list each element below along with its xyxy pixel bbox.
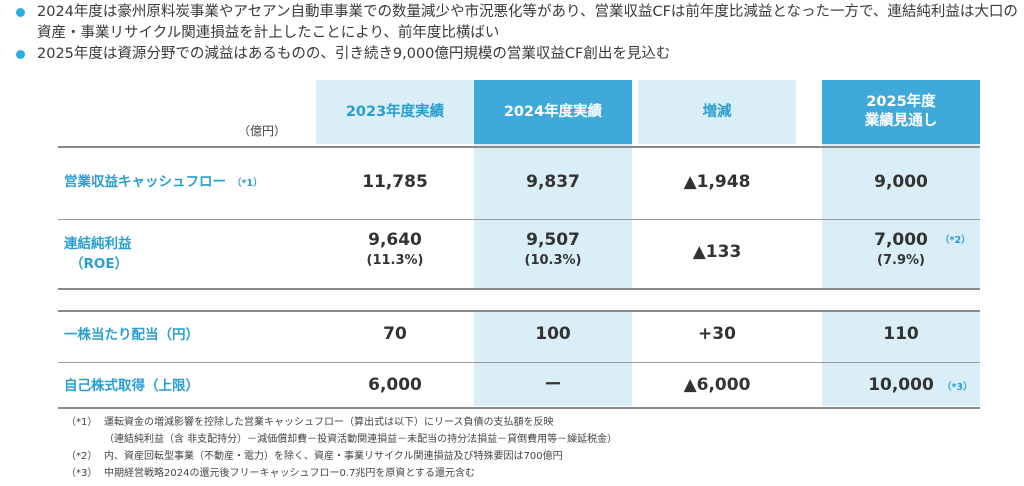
section-gap bbox=[58, 290, 980, 310]
cell-fy2024-dividend: 100 bbox=[535, 324, 571, 344]
note-ref-3: （*3） bbox=[942, 382, 973, 393]
cell-fy2024-operating-cf: 9,837 bbox=[526, 172, 580, 192]
cell-change-net-income: ▲133 bbox=[692, 242, 742, 262]
change-header-bg bbox=[638, 80, 796, 144]
cell-fy2024-buyback: ー bbox=[544, 375, 562, 395]
rule-section2 bbox=[58, 310, 980, 312]
footnote-2: （*2） 内、資産回転型事業（不動産・電力）を除く、資産・事業リサイクル関連損益及… bbox=[66, 451, 563, 462]
footnotes: （*1） 運転資金の増減影響を控除した営業キャッシュフロー（算出式は以下）にリース… bbox=[66, 414, 617, 482]
cell-change-dividend: +30 bbox=[698, 324, 736, 344]
cell-fy2023-dividend: 70 bbox=[383, 324, 407, 344]
cell-fy2025-dividend: 110 bbox=[883, 324, 919, 344]
cell-change-buyback: ▲6,000 bbox=[683, 375, 751, 395]
bullet-dot-icon bbox=[16, 50, 25, 59]
cell-change-operating-cf: ▲1,948 bbox=[683, 172, 751, 192]
header-fy2025-line2: 業績見通し bbox=[864, 113, 938, 129]
bullet-text: 2024年度は豪州原料炭事業やアセアン自動車事業での数量減少や市況悪化等があり、… bbox=[37, 4, 1018, 41]
header-change: 増減 bbox=[702, 103, 732, 120]
rule-bottom bbox=[58, 407, 980, 409]
row-label-buyback: 自己株式取得（上限） bbox=[64, 378, 199, 394]
bullet-item: 2025年度は資源分野での減益はあるものの、引き続き9,000億円規模の営業収益… bbox=[8, 44, 1018, 65]
footnote-3: （*3） 中期経営戦略2024の還元後フリーキャッシュフロー0.7兆円を原資とする… bbox=[66, 468, 476, 479]
cell-fy2025-net-income: 7,000 (7.9%) （*2） bbox=[874, 230, 971, 268]
bullet-item: 2024年度は豪州原料炭事業やアセアン自動車事業での数量減少や市況悪化等があり、… bbox=[8, 2, 1018, 44]
header-fy2025-line1: 2025年度 bbox=[866, 94, 936, 110]
cell-fy2023-buyback: 6,000 bbox=[368, 375, 422, 395]
fy2024-header-bg bbox=[474, 80, 632, 144]
row-label-operating-cf: 営業収益キャッシュフロー （*1） bbox=[64, 174, 263, 190]
unit-label: （億円） bbox=[238, 124, 287, 138]
fy2025-header-bg bbox=[822, 80, 980, 144]
footnote-1-formula: （連結純利益（含 非支配持分）－減価償却費－投資活動関連損益－未配当の持分法損益… bbox=[104, 434, 618, 445]
row-label-dividend: 一株当たり配当（円） bbox=[64, 327, 199, 343]
rule-top bbox=[58, 146, 980, 148]
header-fy2023: 2023年度実績 bbox=[345, 103, 445, 120]
bullet-dot-icon bbox=[16, 8, 25, 17]
rule-section bbox=[58, 288, 980, 290]
footnote-1: （*1） 運転資金の増減影響を控除した営業キャッシュフロー（算出式は以下）にリース… bbox=[66, 417, 554, 428]
header-fy2025: 2025年度 業績見通し bbox=[822, 80, 980, 144]
note-ref-2: （*2） bbox=[940, 235, 971, 246]
cell-fy2023-operating-cf: 11,785 bbox=[362, 172, 428, 192]
cell-fy2025-buyback: 10,000 （*3） bbox=[868, 375, 973, 395]
cell-fy2025-operating-cf: 9,000 bbox=[874, 172, 928, 192]
bullet-text: 2025年度は資源分野での減益はあるものの、引き続き9,000億円規模の営業収益… bbox=[37, 46, 671, 62]
cell-fy2024-net-income: 9,507 (10.3%) bbox=[524, 230, 582, 268]
header-fy2024: 2024年度実績 bbox=[503, 103, 603, 120]
row-label-note: （*1） bbox=[232, 178, 263, 189]
cell-fy2023-net-income: 9,640 (11.3%) bbox=[366, 230, 424, 268]
rule-row3 bbox=[58, 362, 980, 363]
rule-row1 bbox=[58, 219, 980, 220]
row-label-net-income: 連結純利益 （ROE） bbox=[64, 236, 132, 272]
fy2023-header-bg bbox=[316, 80, 474, 144]
row-label-roe: （ROE） bbox=[70, 256, 129, 272]
summary-bullets: 2024年度は豪州原料炭事業やアセアン自動車事業での数量減少や市況悪化等があり、… bbox=[8, 2, 1018, 65]
